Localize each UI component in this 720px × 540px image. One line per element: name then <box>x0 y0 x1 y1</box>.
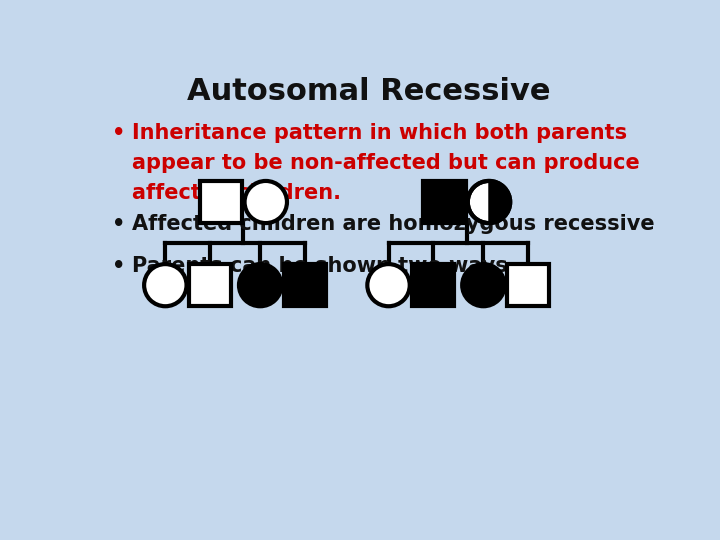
Text: •: • <box>112 256 126 276</box>
Bar <box>507 264 549 306</box>
Polygon shape <box>489 181 510 223</box>
Ellipse shape <box>468 181 510 223</box>
Ellipse shape <box>367 264 410 306</box>
Ellipse shape <box>239 264 282 306</box>
Bar <box>423 181 466 223</box>
Text: appear to be non-affected but can produce: appear to be non-affected but can produc… <box>132 153 639 173</box>
Ellipse shape <box>462 264 505 306</box>
Text: Inheritance pattern in which both parents: Inheritance pattern in which both parent… <box>132 123 627 143</box>
Bar <box>284 264 326 306</box>
Ellipse shape <box>144 264 186 306</box>
Bar <box>200 181 243 223</box>
Text: •: • <box>112 123 126 143</box>
Bar <box>412 264 454 306</box>
Text: Autosomal Recessive: Autosomal Recessive <box>187 77 551 106</box>
Bar <box>189 264 231 306</box>
Ellipse shape <box>245 181 287 223</box>
Text: Parents can be shown two ways: Parents can be shown two ways <box>132 256 508 276</box>
Text: •: • <box>112 214 126 234</box>
Text: Affected children are homozygous recessive: Affected children are homozygous recessi… <box>132 214 654 234</box>
Text: affected children.: affected children. <box>132 183 341 203</box>
